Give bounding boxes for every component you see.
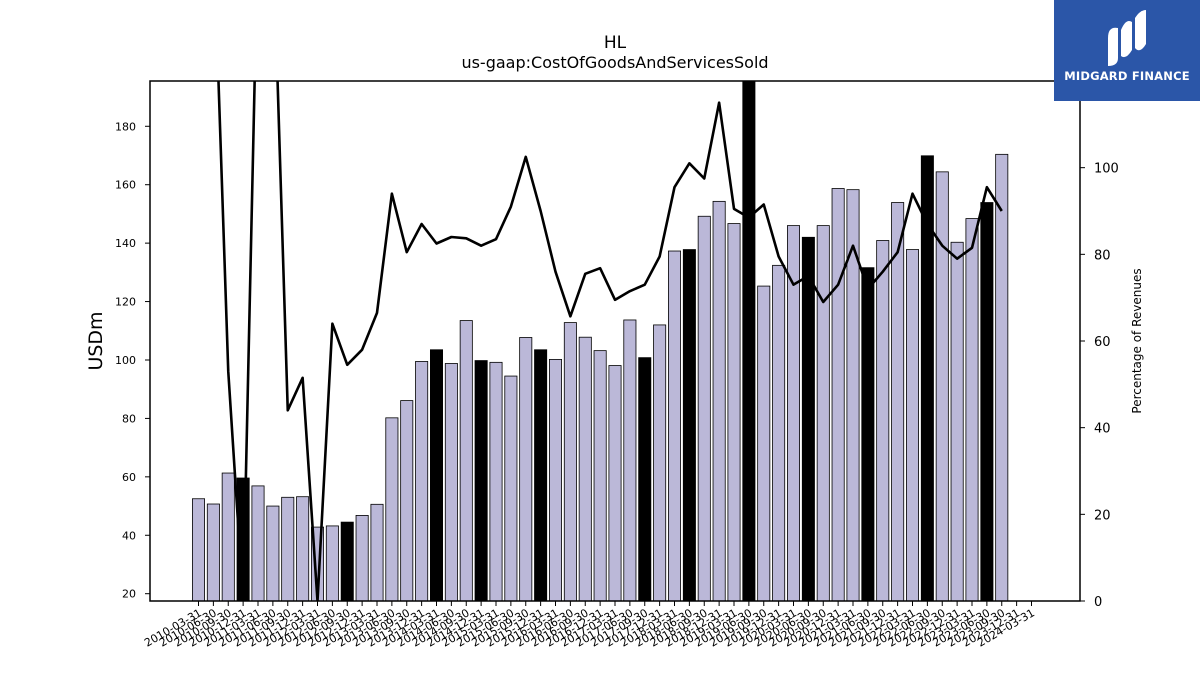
percentage-line: [217, 81, 1003, 601]
bar-2013-06-30: [385, 417, 399, 602]
bar-2014-09-30: [459, 320, 473, 602]
y2-tick-label-40: 40: [1094, 422, 1111, 437]
bar-2013-03-31: [370, 503, 384, 602]
bar-2019-09-30: [757, 285, 771, 602]
bar-2016-09-30: [578, 336, 592, 602]
bar-2023-09-30: [995, 153, 1009, 602]
bar-2022-03-31: [906, 249, 920, 602]
bar-2014-12-31: [474, 360, 488, 602]
bars-layer: [191, 80, 1009, 602]
bar-2022-09-30: [935, 171, 949, 602]
bar-2011-09-30: [281, 496, 295, 602]
bar-2019-06-30: [742, 80, 756, 602]
midgard-logo-icon: [1108, 10, 1146, 66]
bar-2018-03-31: [668, 250, 682, 602]
bar-2018-06-30: [682, 249, 696, 602]
percentage-line-layer: [217, 81, 1003, 601]
bar-2020-12-31: [831, 188, 845, 602]
y-tick-label-180: 180: [115, 120, 136, 133]
y-tick-label-20: 20: [122, 588, 136, 601]
bar-2017-06-30: [623, 319, 637, 602]
bar-2011-03-31: [251, 485, 265, 602]
y-tick-label-120: 120: [115, 296, 136, 309]
bar-2015-03-31: [489, 361, 503, 602]
bar-2012-09-30: [340, 521, 354, 602]
y-tick-label-100: 100: [115, 354, 136, 367]
brand-name: MIDGARD FINANCE: [1064, 69, 1190, 83]
bar-2014-06-30: [444, 363, 458, 602]
y-tick-label-40: 40: [122, 529, 136, 542]
bar-2018-12-31: [712, 200, 726, 602]
bar-2019-03-31: [727, 223, 741, 602]
bar-2017-09-30: [638, 357, 652, 602]
bar-2018-09-30: [697, 215, 711, 602]
brand-logo: MIDGARD FINANCE: [1054, 0, 1200, 101]
bar-2022-12-31: [950, 241, 964, 602]
bar-2020-06-30: [801, 236, 815, 602]
bar-2017-12-31: [653, 324, 667, 602]
y-tick-label-140: 140: [115, 237, 136, 250]
y-axis-label: USDm: [85, 311, 107, 370]
bar-2019-12-31: [772, 264, 786, 602]
y2-axis-label: Percentage of Revenues: [1130, 268, 1144, 413]
bar-2020-09-30: [816, 225, 830, 602]
bar-2021-03-31: [846, 189, 860, 602]
bar-2017-03-31: [608, 365, 622, 602]
bar-2021-12-31: [891, 202, 905, 602]
y2-tick-label-80: 80: [1094, 248, 1111, 263]
bar-2021-09-30: [876, 240, 890, 602]
x-axis: 2010-03-312010-06-302010-09-302010-12-31…: [142, 601, 1037, 650]
bar-2015-09-30: [519, 337, 533, 602]
bar-2014-03-31: [429, 349, 443, 602]
bar-2015-12-31: [534, 349, 548, 602]
y2-tick-label-0: 0: [1094, 595, 1102, 610]
bar-2010-06-30: [206, 503, 220, 602]
bar-2010-09-30: [221, 472, 235, 602]
bar-2021-06-30: [861, 267, 875, 602]
chart-subtitle: us-gaap:CostOfGoodsAndServicesSold: [461, 53, 768, 72]
bar-2016-06-30: [563, 322, 577, 602]
bar-2012-12-31: [355, 515, 369, 602]
bar-2012-06-30: [325, 525, 339, 602]
bar-2016-03-31: [549, 358, 563, 602]
y-tick-label-60: 60: [122, 471, 136, 484]
y-tick-label-160: 160: [115, 179, 136, 192]
y-axis-right: 0 20 40 60 80 100: [1080, 162, 1119, 610]
y-tick-label-80: 80: [122, 412, 136, 425]
bar-2013-12-31: [415, 361, 429, 602]
bar-2023-06-30: [980, 202, 994, 602]
bar-2016-12-31: [593, 350, 607, 602]
y2-tick-label-60: 60: [1094, 335, 1111, 350]
chart-title: HL: [604, 33, 627, 53]
bar-2011-06-30: [266, 505, 280, 602]
bar-2015-06-30: [504, 375, 518, 602]
bar-2011-12-31: [296, 496, 310, 602]
y2-tick-label-20: 20: [1094, 508, 1111, 523]
bar-2010-03-31: [191, 498, 205, 602]
bar-2013-09-30: [400, 400, 414, 602]
bar-2023-03-31: [965, 218, 979, 602]
y-axis-left: 20 40 60 80 100 120 140 160 180: [115, 120, 150, 601]
y2-tick-label-100: 100: [1094, 162, 1119, 177]
